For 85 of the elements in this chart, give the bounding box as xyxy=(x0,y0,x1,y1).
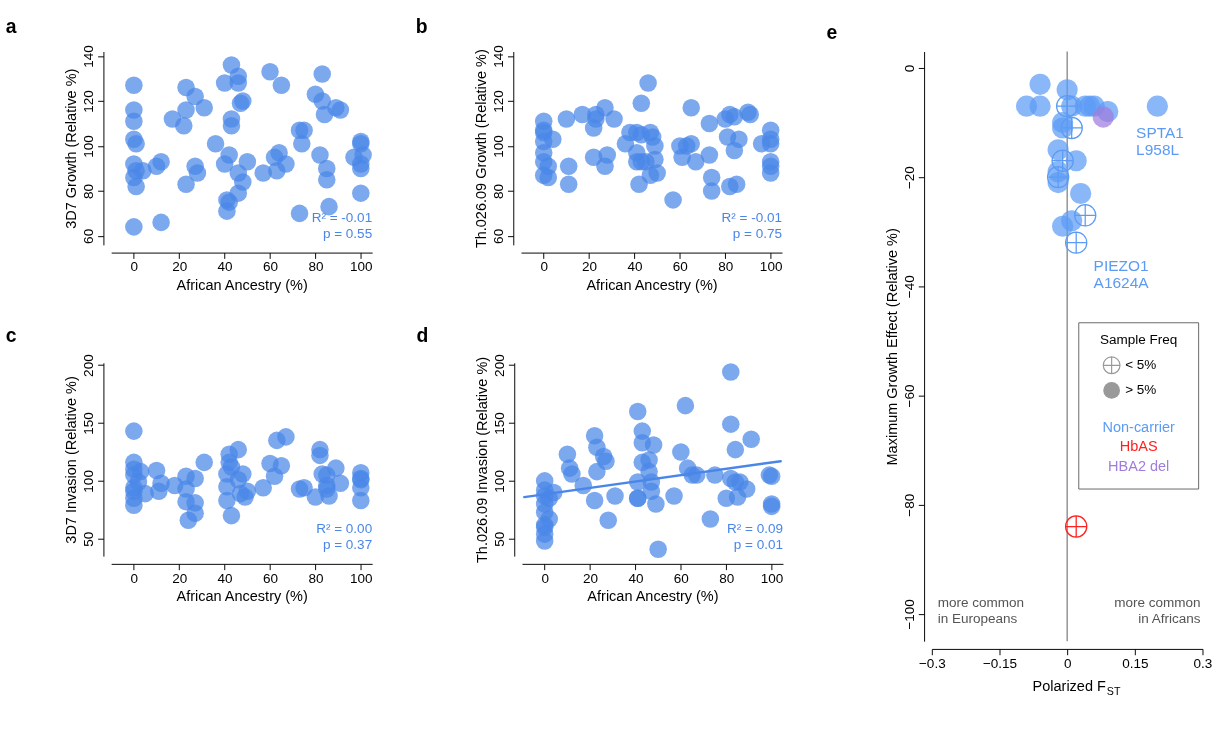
annotation: R² = -0.01 xyxy=(721,209,783,225)
text: HbAS xyxy=(1119,438,1158,455)
annotation: > 5% xyxy=(1125,382,1157,398)
x-tick-label: 20 xyxy=(172,259,188,275)
x-tick-label: −0.15 xyxy=(982,655,1018,671)
annotation: p = 0.75 xyxy=(732,226,783,242)
x-tick-label: 20 xyxy=(583,570,599,586)
y-tick-label: −100 xyxy=(901,599,917,630)
annotation: p = 0.37 xyxy=(322,537,373,553)
annotation: < 5% xyxy=(1125,357,1157,373)
x-tick-label: 40 xyxy=(217,570,233,586)
y-tick-label: 150 xyxy=(492,412,508,435)
x-tick-label: 0 xyxy=(130,259,139,275)
y-axis-title: 3D7 Growth (Relative %) xyxy=(62,68,79,229)
x-tick-label: 40 xyxy=(217,259,233,275)
annotation: R² = -0.01 xyxy=(311,209,373,225)
y-tick-label: −80 xyxy=(901,493,917,517)
y-tick-label: 150 xyxy=(81,412,97,435)
annotation: R² = 0.09 xyxy=(726,520,783,536)
y-tick-label: 120 xyxy=(81,90,97,113)
y-tick-label: 0 xyxy=(901,64,917,73)
x-axis-title: African Ancestry (%) xyxy=(176,276,308,293)
x-tick-label: 0.15 xyxy=(1122,655,1149,671)
x-tick-label: 100 xyxy=(759,259,783,275)
x-tick-label: 40 xyxy=(628,570,644,586)
y-tick-label: 100 xyxy=(81,135,97,158)
y-tick-label: 140 xyxy=(81,45,97,68)
x-axis-title: African Ancestry (%) xyxy=(587,588,719,605)
annotation: SPTA1 L958L xyxy=(1136,124,1184,159)
x-axis-title: African Ancestry (%) xyxy=(586,276,718,293)
chart-title: c xyxy=(5,325,17,347)
y-tick-label: 120 xyxy=(491,90,507,113)
y-tick-label: 50 xyxy=(81,531,97,547)
y-tick-label: 50 xyxy=(492,531,508,547)
text: HBA2 del xyxy=(1108,457,1170,474)
chart-title: b xyxy=(415,16,428,38)
x-tick-label: 80 xyxy=(718,259,734,275)
y-tick-label: 100 xyxy=(492,470,508,493)
y-tick-label: 60 xyxy=(81,228,97,244)
legend-title: Sample Freq xyxy=(1100,332,1178,348)
y-tick-label: −20 xyxy=(901,166,917,190)
x-tick-label: 100 xyxy=(760,570,784,586)
y-tick-label: 200 xyxy=(81,354,97,377)
y-tick-label: 140 xyxy=(491,45,507,68)
x-tick-label: 0 xyxy=(540,259,548,275)
x-tick-label: 20 xyxy=(582,259,598,275)
y-axis-title: Maximum Growth Effect (Relative %) xyxy=(883,228,900,466)
y-tick-label: 100 xyxy=(81,470,97,493)
chart-title: d xyxy=(416,325,429,347)
x-tick-label: 80 xyxy=(308,259,324,275)
x-tick-label: 100 xyxy=(350,259,373,275)
x-tick-label: 60 xyxy=(673,570,689,586)
y-axis-title: Th.026.09 Invasion (Relative %) xyxy=(473,356,490,563)
annotation: PIEZO1 A1624A xyxy=(1093,256,1150,292)
x-tick-label: 0 xyxy=(541,570,549,586)
y-axis-title: 3D7 Invasion (Relative %) xyxy=(62,376,79,544)
x-tick-label: 80 xyxy=(719,570,735,586)
y-tick-label: 80 xyxy=(491,183,507,199)
x-axis-title: African Ancestry (%) xyxy=(176,588,308,605)
annotation: more common in Europeans xyxy=(937,595,1025,626)
x-tick-label: 0 xyxy=(1063,655,1072,671)
y-tick-label: −60 xyxy=(901,384,917,408)
annotation: R² = 0.00 xyxy=(316,520,373,536)
y-tick-label: 60 xyxy=(491,228,507,244)
x-tick-label: −0.3 xyxy=(918,655,946,671)
x-tick-label: 60 xyxy=(262,259,279,275)
y-axis-title: Th.026.09 Growth (Relative %) xyxy=(472,49,489,249)
annotation: p = 0.01 xyxy=(733,537,783,553)
x-tick-label: 100 xyxy=(350,570,373,586)
annotation: more common in Africans xyxy=(1114,595,1201,626)
x-tick-label: 0.3 xyxy=(1193,655,1213,671)
y-tick-label: −40 xyxy=(901,275,917,299)
x-tick-label: 0 xyxy=(130,570,139,586)
x-tick-label: 20 xyxy=(172,570,188,586)
y-tick-label: 200 xyxy=(492,354,508,377)
x-tick-label: 60 xyxy=(262,570,279,586)
x-tick-label: 60 xyxy=(672,259,688,275)
chart-title: e xyxy=(826,22,838,44)
annotation: p = 0.55 xyxy=(322,226,373,242)
x-tick-label: 40 xyxy=(627,259,643,275)
x-tick-label: 80 xyxy=(308,570,324,586)
text: Non-carrier xyxy=(1102,419,1176,436)
chart-title: a xyxy=(5,16,17,38)
y-tick-label: 80 xyxy=(81,183,97,199)
y-tick-label: 100 xyxy=(491,135,507,158)
